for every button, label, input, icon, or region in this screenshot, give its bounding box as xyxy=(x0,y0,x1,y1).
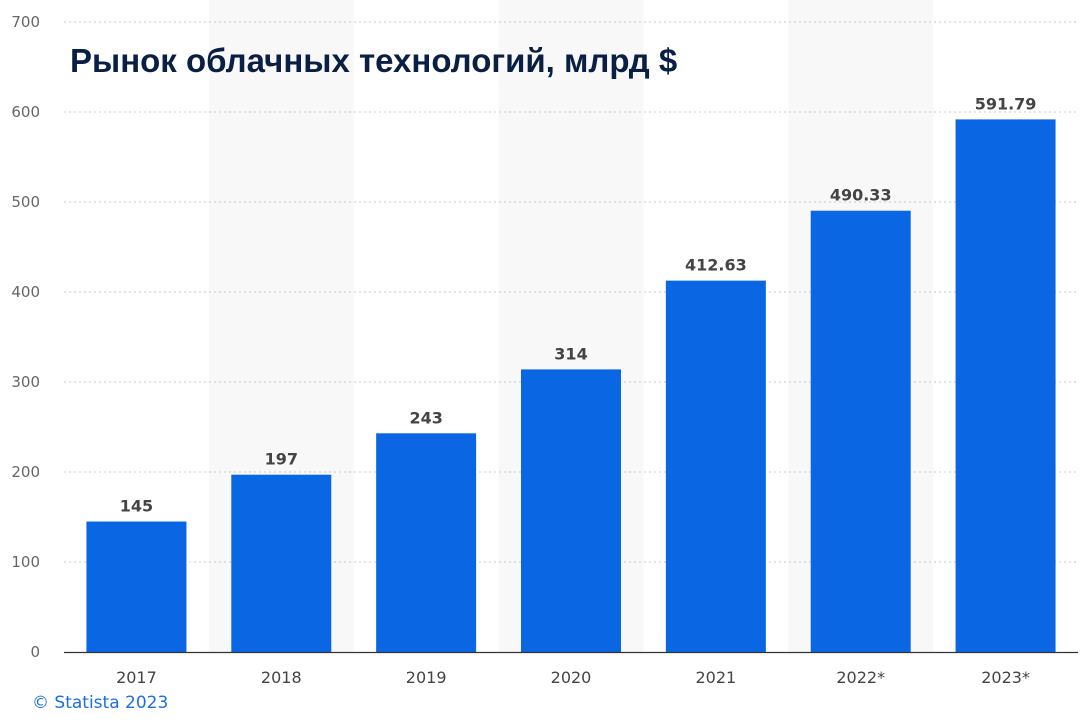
data-label: 197 xyxy=(265,450,298,469)
bar[interactable] xyxy=(86,521,187,653)
data-label: 314 xyxy=(554,344,587,363)
bar[interactable] xyxy=(376,433,477,652)
y-tick-label: 200 xyxy=(11,463,40,481)
data-label: 412.63 xyxy=(685,256,747,275)
chart-title: Рынок облачных технологий, млрд $ xyxy=(70,42,678,79)
y-axis-ticks: 0 100 200 300 400 500 600 700 xyxy=(11,13,40,661)
y-tick-label: 700 xyxy=(11,13,40,31)
bar[interactable] xyxy=(810,210,911,652)
data-label: 591.79 xyxy=(975,94,1037,113)
bars xyxy=(86,119,1056,653)
y-tick-label: 0 xyxy=(30,643,40,661)
x-category-label: 2023* xyxy=(981,668,1030,687)
x-category-label: 2019 xyxy=(406,668,447,687)
y-tick-label: 600 xyxy=(11,103,40,121)
y-tick-label: 100 xyxy=(11,553,40,571)
bar[interactable] xyxy=(521,369,621,652)
x-category-label: 2021 xyxy=(695,668,736,687)
x-category-label: 2018 xyxy=(261,668,302,687)
x-axis-categories: 2017 2018 2019 2020 2021 2022* 2023* xyxy=(116,668,1030,687)
x-category-label: 2022* xyxy=(836,668,885,687)
y-tick-label: 500 xyxy=(11,193,40,211)
data-label: 145 xyxy=(120,497,153,516)
statista-credit-link[interactable]: © Statista 2023 xyxy=(32,693,169,713)
bar[interactable] xyxy=(231,474,332,652)
x-category-label: 2017 xyxy=(116,668,157,687)
bar[interactable] xyxy=(665,280,766,652)
data-label: 243 xyxy=(409,408,442,427)
bar[interactable] xyxy=(955,119,1056,653)
y-tick-label: 400 xyxy=(11,283,40,301)
y-tick-label: 300 xyxy=(11,373,40,391)
data-labels: 145 197 243 314 412.63 490.33 591.79 xyxy=(120,94,1037,515)
x-category-label: 2020 xyxy=(551,668,592,687)
data-label: 490.33 xyxy=(830,186,892,205)
